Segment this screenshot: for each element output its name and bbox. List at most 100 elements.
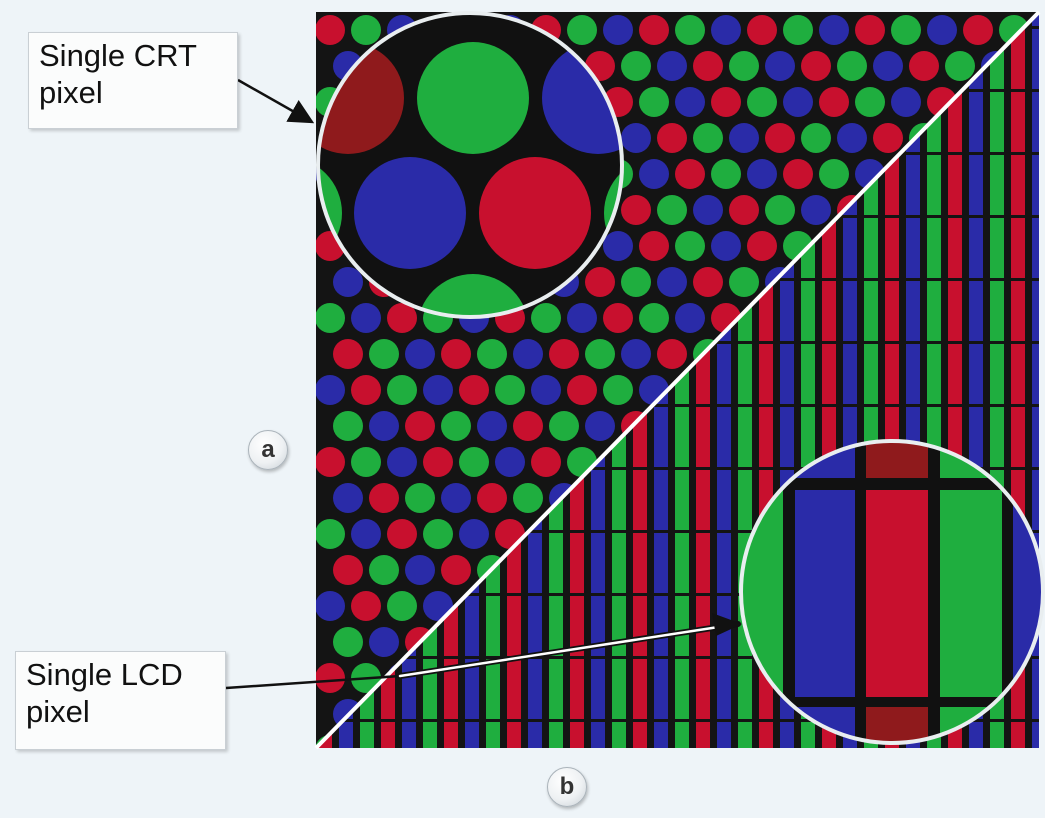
crt-phosphor-dot (927, 15, 957, 45)
crt-phosphor-dot (747, 87, 777, 117)
crt-phosphor-dot (693, 267, 723, 297)
crt-phosphor-dot (621, 339, 651, 369)
crt-phosphor-dot (585, 411, 615, 441)
crt-phosphor-dot (603, 15, 633, 45)
crt-phosphor-dot (459, 375, 489, 405)
lcd-row-gap (316, 719, 1039, 722)
crt-phosphor-dot (819, 159, 849, 189)
crt-phosphor-dot (369, 483, 399, 513)
crt-phosphor-dot (783, 15, 813, 45)
crt-phosphor-dot (765, 195, 795, 225)
crt-phosphor-dot (351, 375, 381, 405)
crt-phosphor-dot (801, 195, 831, 225)
crt-phosphor-dot (855, 15, 885, 45)
crt-phosphor-dot (729, 195, 759, 225)
crt-phosphor-dot (351, 591, 381, 621)
crt-phosphor-dot (369, 339, 399, 369)
lcd-row-gap (316, 530, 1039, 533)
crt-phosphor-dot (693, 51, 723, 81)
crt-phosphor-dot (477, 339, 507, 369)
crt-phosphor-dot (585, 267, 615, 297)
crt-phosphor-dot (855, 87, 885, 117)
crt-phosphor-dot (405, 411, 435, 441)
crt-phosphor-dot (549, 411, 579, 441)
crt-phosphor-dot (405, 555, 435, 585)
crt-phosphor-dot (765, 51, 795, 81)
crt-magnifier (316, 11, 624, 319)
lcd-pixel-callout: Single LCD pixel (15, 651, 226, 750)
crt-phosphor-dot (621, 123, 651, 153)
crt-phosphor-dot (747, 15, 777, 45)
lcd-magnifier (739, 439, 1045, 745)
crt-phosphor-dot (387, 591, 417, 621)
crt-phosphor-dot (909, 51, 939, 81)
crt-phosphor-dot (675, 231, 705, 261)
crt-mag-green-dot (417, 42, 529, 154)
crt-phosphor-dot (387, 447, 417, 477)
lcd-subpixel-stripe (1032, 12, 1039, 748)
crt-phosphor-dot (675, 87, 705, 117)
crt-phosphor-dot (765, 123, 795, 153)
crt-phosphor-dot (837, 123, 867, 153)
crt-phosphor-dot (441, 555, 471, 585)
crt-phosphor-dot (549, 339, 579, 369)
crt-phosphor-dot (369, 627, 399, 657)
crt-phosphor-dot (316, 15, 345, 45)
crt-phosphor-dot (963, 15, 993, 45)
crt-phosphor-dot (693, 195, 723, 225)
crt-phosphor-dot (531, 303, 561, 333)
crt-phosphor-dot (783, 87, 813, 117)
crt-phosphor-dot (333, 555, 363, 585)
crt-phosphor-dot (333, 339, 363, 369)
crt-phosphor-dot (819, 15, 849, 45)
crt-phosphor-dot (333, 627, 363, 657)
crt-phosphor-dot (495, 447, 525, 477)
crt-phosphor-dot (441, 339, 471, 369)
crt-phosphor-dot (675, 159, 705, 189)
label-a-badge: a (248, 430, 288, 470)
crt-phosphor-dot (657, 51, 687, 81)
crt-phosphor-dot (747, 159, 777, 189)
crt-phosphor-dot (729, 123, 759, 153)
lcd-row-gap (316, 656, 1039, 659)
crt-phosphor-dot (423, 519, 453, 549)
crt-phosphor-dot (316, 303, 345, 333)
crt-phosphor-dot (621, 195, 651, 225)
crt-phosphor-dot (693, 123, 723, 153)
crt-phosphor-dot (333, 411, 363, 441)
crt-mag-blue-dot-partial (542, 42, 622, 154)
crt-phosphor-dot (316, 591, 345, 621)
crt-phosphor-dot (387, 519, 417, 549)
crt-phosphor-dot (477, 411, 507, 441)
crt-phosphor-dot (459, 519, 489, 549)
crt-phosphor-dot (891, 15, 921, 45)
crt-phosphor-dot (369, 555, 399, 585)
crt-phosphor-dot (819, 87, 849, 117)
crt-phosphor-dot (675, 15, 705, 45)
crt-phosphor-dot (423, 447, 453, 477)
crt-phosphor-dot (513, 483, 543, 513)
crt-phosphor-dot (351, 447, 381, 477)
crt-phosphor-dot (495, 375, 525, 405)
crt-phosphor-dot (711, 231, 741, 261)
crt-phosphor-dot (711, 87, 741, 117)
diagonal-divider (314, 10, 1041, 750)
label-b-badge: b (547, 767, 587, 807)
crt-phosphor-dot (387, 303, 417, 333)
crt-phosphor-dot (801, 51, 831, 81)
crt-phosphor-dot (333, 267, 363, 297)
crt-phosphor-dot (873, 51, 903, 81)
lcd-row-gap (316, 467, 1039, 470)
crt-phosphor-dot (567, 15, 597, 45)
crt-phosphor-dot (477, 483, 507, 513)
crt-phosphor-dot (585, 339, 615, 369)
crt-phosphor-dot (405, 339, 435, 369)
crt-phosphor-dot (621, 267, 651, 297)
crt-phosphor-dot (657, 339, 687, 369)
crt-phosphor-dot (711, 159, 741, 189)
crt-phosphor-dot (513, 411, 543, 441)
crt-phosphor-dot (747, 231, 777, 261)
crt-phosphor-dot (945, 51, 975, 81)
crt-leader-arrow (237, 78, 315, 124)
